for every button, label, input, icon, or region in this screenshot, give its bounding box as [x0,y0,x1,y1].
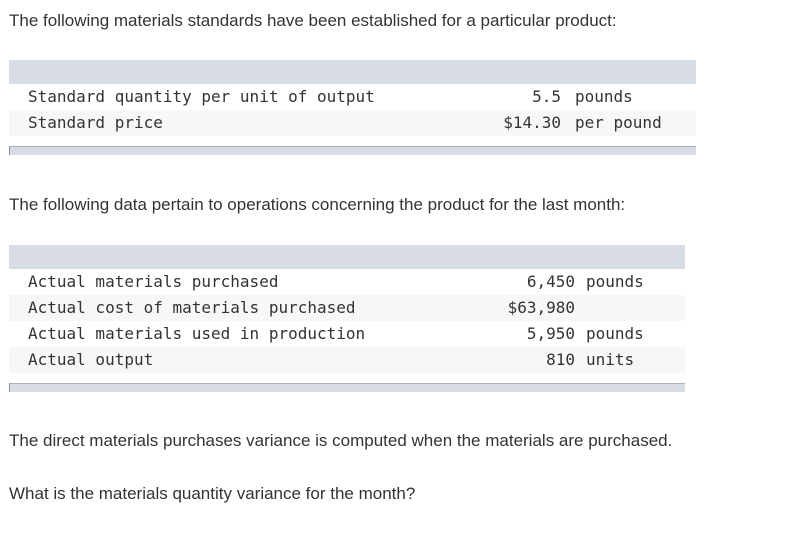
table-footer-bar [9,146,696,155]
row-value: 5,950 [526,324,575,343]
table-row-standard-price: Standard price $14.30 per pound [9,110,696,136]
row-label: Standard price [28,113,163,132]
row-unit: pounds [586,324,644,343]
table-row-materials-used: Actual materials used in production 5,95… [9,321,685,347]
table-row-materials-purchased: Actual materials purchased 6,450 pounds [9,269,685,295]
table-header-bar [9,60,696,84]
row-unit: per pound [575,113,662,132]
row-unit: pounds [586,272,644,291]
row-unit: units [586,350,635,369]
table-row-cost-of-materials: Actual cost of materials purchased $63,9… [9,295,685,321]
row-label: Standard quantity per unit of output [28,87,375,106]
intro-actuals-text: The following data pertain to operations… [9,195,626,214]
row-value: 6,450 [526,272,575,291]
row-value: $14.30 [503,113,561,132]
row-label: Actual materials used in production [28,324,366,343]
row-label: Actual materials purchased [28,272,279,291]
question-text: What is the materials quantity variance … [9,484,416,503]
table-header-bar [9,245,685,269]
table-row-standard-quantity: Standard quantity per unit of output 5.5… [9,84,696,110]
actuals-table: Actual materials purchased 6,450 pounds … [9,245,685,392]
row-value: 5.5 [532,87,561,106]
standards-table: Standard quantity per unit of output 5.5… [9,60,696,155]
note-text: The direct materials purchases variance … [9,431,673,450]
row-label: Actual output [28,350,154,369]
row-label: Actual cost of materials purchased [28,298,356,317]
row-value: $63,980 [507,298,575,317]
row-unit: pounds [575,87,633,106]
intro-standards-text: The following materials standards have b… [9,11,617,30]
table-row-actual-output: Actual output 810 units [9,347,685,373]
table-footer-bar [9,383,685,392]
row-value: 810 [546,350,575,369]
